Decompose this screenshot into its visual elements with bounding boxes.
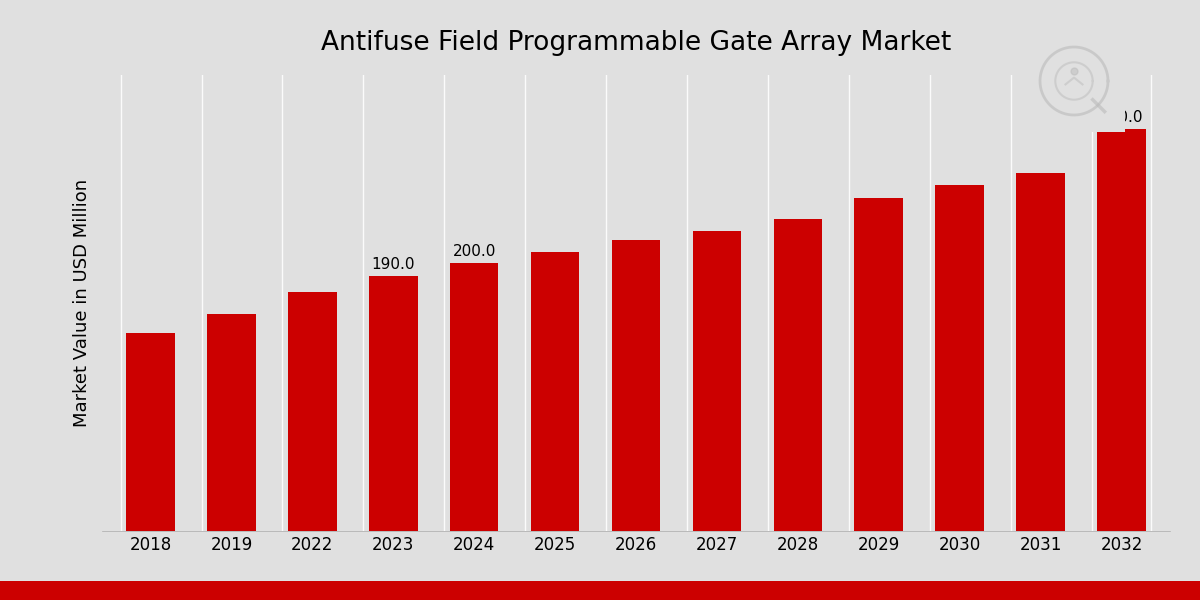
Bar xyxy=(774,218,822,531)
Bar xyxy=(1097,128,1146,531)
Bar xyxy=(126,332,175,531)
Bar xyxy=(370,276,418,531)
Text: 200.0: 200.0 xyxy=(452,244,496,259)
Bar xyxy=(854,199,904,531)
Text: 190.0: 190.0 xyxy=(372,257,415,272)
Y-axis label: Market Value in USD Million: Market Value in USD Million xyxy=(73,179,91,427)
Bar xyxy=(288,292,337,531)
Bar xyxy=(692,230,742,531)
Bar xyxy=(612,240,660,531)
Bar xyxy=(450,263,498,531)
Title: Antifuse Field Programmable Gate Array Market: Antifuse Field Programmable Gate Array M… xyxy=(320,30,952,56)
Bar xyxy=(530,252,580,531)
Bar xyxy=(208,314,256,531)
Text: 300.0: 300.0 xyxy=(1099,110,1144,125)
Bar xyxy=(935,185,984,531)
Bar xyxy=(1016,173,1064,531)
